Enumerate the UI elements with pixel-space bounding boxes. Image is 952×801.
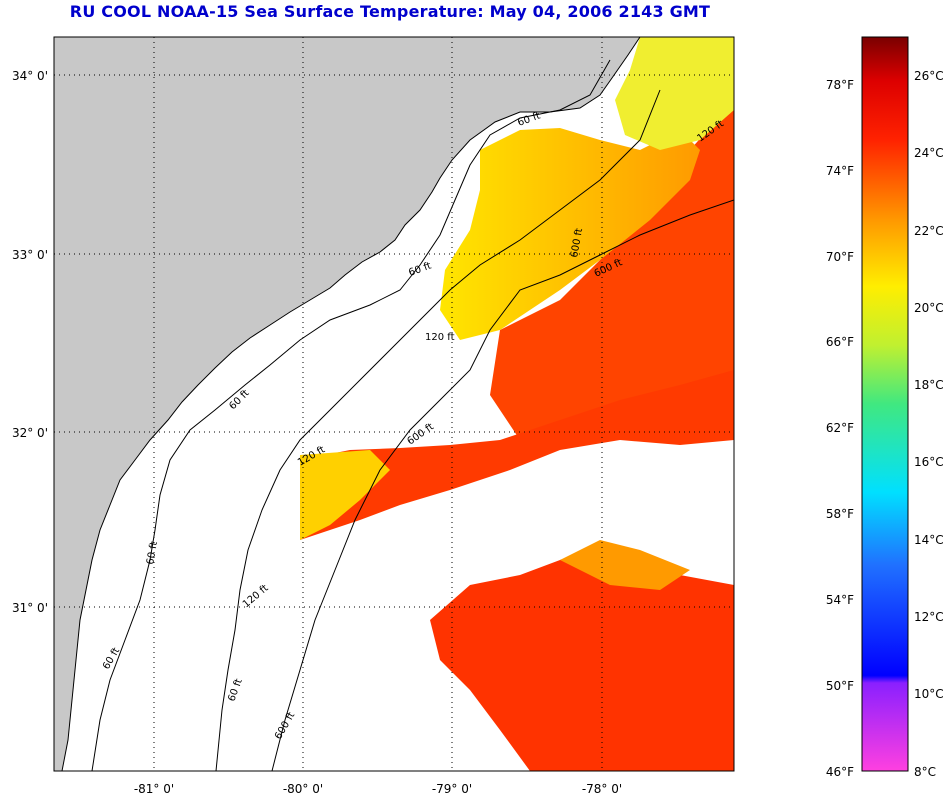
bathymetry-contours [61,37,734,771]
sst-filament-yellow [300,450,390,540]
colorbar-c-label: 20°C [914,301,944,315]
lon-label: -80° 0' [283,782,323,796]
colorbar-c-label: 24°C [914,146,944,160]
map-title: RU COOL NOAA-15 Sea Surface Temperature:… [69,2,711,21]
sst-northeast-yellow [615,37,734,150]
colorbar-c-label: 8°C [914,765,936,779]
lat-label: 33° 0' [12,248,48,262]
longitude-labels: -81° 0' -80° 0' -79° 0' -78° 0' [134,782,622,796]
colorbar-f-label: 74°F [826,164,854,178]
colorbar-c-label: 18°C [914,378,944,392]
colorbar-c-label: 14°C [914,533,944,547]
sst-filament [300,370,734,540]
colorbar-c-label: 26°C [914,69,944,83]
lat-label: 31° 0' [12,601,48,615]
colorbar [861,36,909,772]
colorbar-c-label: 10°C [914,687,944,701]
lon-label: -79° 0' [432,782,472,796]
land-area [54,37,640,771]
colorbar-f-label: 78°F [826,78,854,92]
colorbar-f-label: 46°F [826,765,854,779]
colorbar-f-label: 66°F [826,335,854,349]
sst-south-yellow [560,540,690,590]
map-frame [53,36,735,772]
colorbar-c-label: 16°C [914,455,944,469]
lat-label: 34° 0' [12,69,48,83]
contour-label: 120 ft [425,332,455,343]
contour-label: 600 ft [569,227,585,258]
colorbar-f-label: 58°F [826,507,854,521]
colorbar-c-label: 22°C [914,224,944,238]
colorbar-fahrenheit-labels: 78°F 74°F 70°F 66°F 62°F 58°F 54°F 50°F … [826,78,854,779]
colorbar-f-label: 54°F [826,593,854,607]
colorbar-celsius-labels: 26°C 24°C 22°C 20°C 18°C 16°C 14°C 12°C … [914,69,944,779]
colorbar-f-label: 62°F [826,421,854,435]
lat-label: 32° 0' [12,426,48,440]
contour-label: 60 ft [145,541,160,566]
lon-label: -78° 0' [582,782,622,796]
colorbar-f-label: 50°F [826,679,854,693]
colorbar-c-label: 12°C [914,610,944,624]
sst-south-red [430,545,734,771]
lon-label: -81° 0' [134,782,174,796]
latitude-labels: 34° 0' 33° 0' 32° 0' 31° 0' [12,69,48,615]
sst-shelf-yellow [440,128,700,340]
graticule [54,37,734,771]
colorbar-f-label: 70°F [826,250,854,264]
